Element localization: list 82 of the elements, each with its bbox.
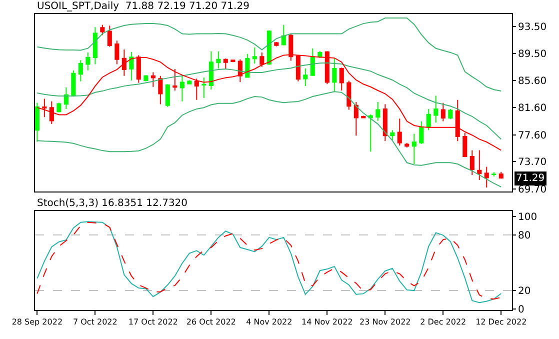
candlestick [230, 59, 236, 63]
candlestick [382, 104, 388, 142]
candlestick [223, 58, 228, 70]
y-tick-label: 100 [518, 212, 538, 223]
y-tick-label: 69.70 [518, 184, 547, 196]
candlestick [332, 57, 337, 92]
candlestick [194, 78, 199, 100]
candlestick [187, 80, 192, 85]
candlestick [346, 80, 352, 110]
y-tick-label: 80 [518, 230, 531, 242]
chart-title: Stoch(5,3,3) 16.8351 12.7320 [37, 198, 188, 209]
candlestick [390, 130, 395, 141]
line-series [36, 91, 502, 188]
candlestick [172, 68, 178, 91]
candlestick [266, 30, 272, 66]
candlestick [397, 118, 402, 146]
candlestick [42, 98, 47, 118]
candlestick [158, 75, 163, 105]
candlestick [274, 42, 279, 47]
candlestick [376, 102, 380, 122]
candlestick [440, 102, 446, 122]
candlestick [419, 120, 424, 144]
chart-title: USOIL_SPT,Daily 71.88 72.19 71.20 71.29 [37, 1, 250, 12]
candlestick [492, 172, 496, 177]
candlestick [56, 102, 62, 113]
candlestick [281, 24, 286, 46]
candlestick [477, 150, 482, 180]
y-tick-label: 20 [518, 286, 531, 298]
y-tick-label: 93.50 [518, 22, 547, 33]
y-tick-label: 0 [518, 304, 524, 316]
y-tick-label: 89.50 [518, 49, 547, 60]
x-tick-label: 17 Oct 2022 [128, 318, 178, 327]
candlestick [412, 133, 416, 164]
y-tick-label: 73.70 [518, 157, 547, 168]
candlestick [129, 51, 134, 82]
y-tick-label: 81.60 [518, 103, 547, 114]
candlestick [245, 53, 250, 78]
candlestick [150, 72, 156, 88]
x-tick-label: 4 Nov 2022 [246, 318, 292, 327]
candlestick [252, 46, 257, 64]
candlestick [216, 50, 221, 69]
x-tick-label: 26 Oct 2022 [186, 318, 236, 327]
candlestick [107, 25, 112, 48]
candlestick [71, 70, 76, 98]
candlestick [434, 95, 438, 124]
candlestick [35, 102, 40, 142]
candlestick [448, 108, 453, 120]
x-tick-label: 2 Dec 2022 [420, 318, 466, 327]
candlestick [368, 114, 373, 152]
candlestick [498, 171, 504, 180]
candlestick [180, 75, 184, 102]
candlestick [354, 102, 358, 136]
candlestick [86, 52, 90, 71]
candlestick [100, 24, 105, 36]
candlestick [49, 100, 54, 124]
candlestick [470, 150, 474, 176]
line-series [36, 18, 502, 92]
candlestick [426, 108, 431, 131]
candlestick [455, 99, 460, 142]
candlestick [64, 86, 68, 110]
candlestick [165, 84, 170, 108]
y-tick-label: 85.60 [518, 76, 547, 87]
x-tick-label: 23 Nov 2022 [360, 318, 411, 327]
x-tick-label: 14 Nov 2022 [302, 318, 353, 327]
candlestick [404, 142, 410, 148]
candlestick [484, 166, 489, 188]
candlestick [144, 74, 148, 82]
candlestick [202, 77, 206, 99]
candlestick [303, 68, 308, 87]
y-tick-label: 77.60 [518, 130, 547, 142]
candlestick [114, 40, 120, 65]
candlestick [339, 67, 344, 91]
candlestick [78, 60, 83, 82]
candlestick [208, 50, 214, 90]
x-tick-label: 7 Oct 2022 [72, 318, 118, 327]
line-series [36, 62, 502, 140]
x-tick-label: 28 Sep 2022 [12, 318, 63, 327]
candlestick [361, 115, 366, 119]
annotation: 71.29 [516, 173, 545, 184]
x-tick-label: 12 Dec 2022 [476, 318, 527, 327]
candlestick [92, 26, 98, 65]
candlestick [310, 48, 315, 76]
